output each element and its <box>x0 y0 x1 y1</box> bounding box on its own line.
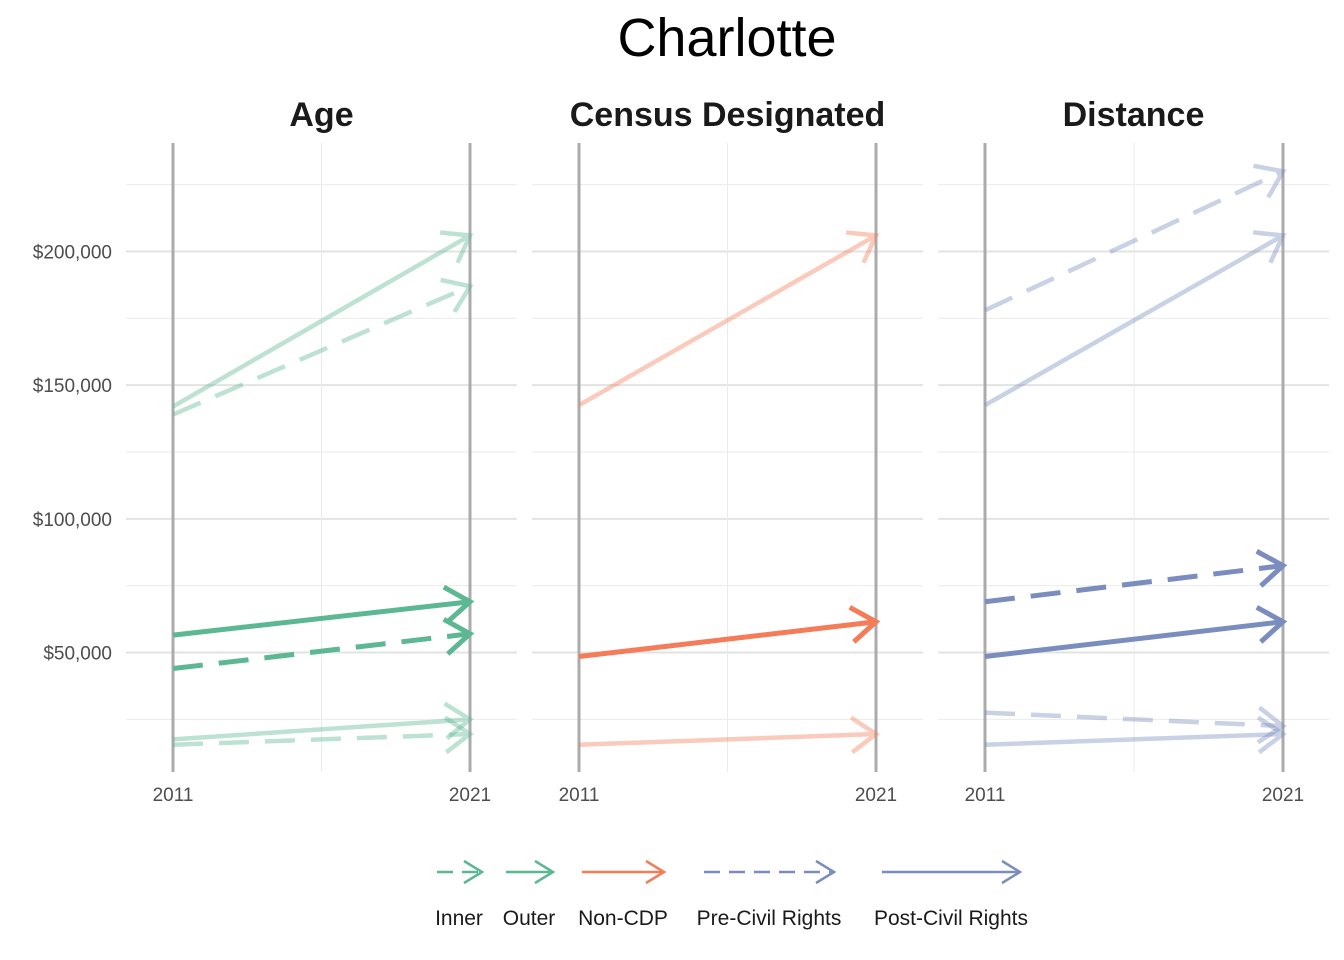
series-line <box>172 717 471 742</box>
series-line <box>984 563 1284 605</box>
legend-key-arrowhead <box>645 859 667 885</box>
series-arrow-pre-civil-rights <box>984 163 1287 313</box>
x-tick-label: 2021 <box>1262 785 1304 806</box>
series-arrow-outer <box>172 701 474 742</box>
series-line <box>578 731 877 747</box>
series-arrowhead <box>443 701 474 741</box>
series-arrow-non-cdp <box>578 715 880 755</box>
series-arrowhead <box>848 605 881 644</box>
legend-label: Non-CDP <box>578 907 668 930</box>
facet-title: Distance <box>1063 96 1205 134</box>
legend-item-outer: Outer <box>503 859 556 930</box>
series-arrowhead <box>1256 715 1287 755</box>
series-arrowhead <box>440 277 474 314</box>
y-tick-label: $100,000 <box>33 510 112 531</box>
series-arrow-inner <box>172 617 475 672</box>
series-arrow-outer <box>172 584 475 638</box>
y-tick-label: $150,000 <box>33 376 112 397</box>
series-line <box>984 169 1284 313</box>
series-arrowhead <box>1252 230 1287 264</box>
legend-item-inner: Inner <box>435 859 485 930</box>
legend-label: Inner <box>435 907 483 930</box>
x-tick-label: 2021 <box>855 785 897 806</box>
y-tick-label: $50,000 <box>43 644 112 665</box>
series-arrow-non-cdp <box>577 230 880 408</box>
series-line <box>984 619 1284 659</box>
x-tick-label: 2011 <box>965 785 1006 806</box>
series-arrow-pre-civil-rights <box>984 705 1287 745</box>
series-arrow-post-civil-rights <box>984 605 1288 659</box>
series-arrowhead <box>1253 163 1287 199</box>
series-arrow-outer <box>171 230 474 409</box>
y-axis: $50,000 $100,000 $150,000 $200,000 <box>33 243 112 665</box>
series-line <box>577 233 878 408</box>
series-arrowhead <box>1255 605 1288 644</box>
series-line <box>171 233 472 409</box>
legend-label: Pre-Civil Rights <box>697 907 842 930</box>
series-arrowhead <box>845 230 880 264</box>
series-line <box>984 710 1284 729</box>
legend-item-pre-civil-rights: Pre-Civil Rights <box>697 859 842 930</box>
legend-key-arrowhead <box>815 859 837 885</box>
series-arrow-inner <box>172 277 474 417</box>
series-line <box>172 284 471 417</box>
series-line <box>172 731 471 747</box>
legend-key-arrowhead <box>534 859 556 885</box>
series-arrowhead <box>439 230 474 264</box>
series-arrowhead <box>1255 549 1288 588</box>
series-arrow-inner <box>172 715 474 755</box>
legend-item-post-civil-rights: Post-Civil Rights <box>874 859 1028 930</box>
x-tick-label: 2021 <box>449 785 491 806</box>
legend-label: Post-Civil Rights <box>874 907 1028 930</box>
series-line <box>172 599 471 638</box>
series-arrowhead <box>1256 705 1287 745</box>
legend-item-non-cdp: Non-CDP <box>578 859 668 930</box>
series-line <box>984 731 1284 747</box>
legend-key-arrowhead <box>1001 859 1023 885</box>
series-arrow-post-civil-rights <box>983 230 1287 408</box>
series-arrowhead <box>849 715 880 755</box>
series-line <box>172 631 471 672</box>
facet-title: Census Designated <box>570 96 886 134</box>
chart-title: Charlotte <box>617 8 836 68</box>
series-arrowhead <box>442 584 475 624</box>
series-arrowhead <box>442 617 475 656</box>
panel-distance: Distance 2011 2021 <box>938 96 1329 806</box>
facet-title: Age <box>289 96 353 134</box>
panel-census-designated: Census Designated 2011 2021 <box>532 96 923 806</box>
series-arrow-non-cdp <box>578 605 881 659</box>
series-arrow-post-civil-rights <box>984 715 1287 755</box>
x-tick-label: 2011 <box>153 785 194 806</box>
series-line <box>578 619 877 659</box>
series-arrowhead <box>443 715 474 755</box>
x-tick-label: 2011 <box>559 785 600 806</box>
legend: Inner Outer Non-CDP Pre-Civil Rights Post-Ci… <box>435 859 1028 930</box>
legend-key-arrowhead <box>463 859 485 885</box>
y-tick-label: $200,000 <box>33 243 112 264</box>
legend-label: Outer <box>503 907 556 930</box>
series-arrow-pre-civil-rights <box>984 549 1288 605</box>
panel-age: Age 2011 2021 <box>126 96 517 806</box>
series-line <box>983 233 1285 408</box>
